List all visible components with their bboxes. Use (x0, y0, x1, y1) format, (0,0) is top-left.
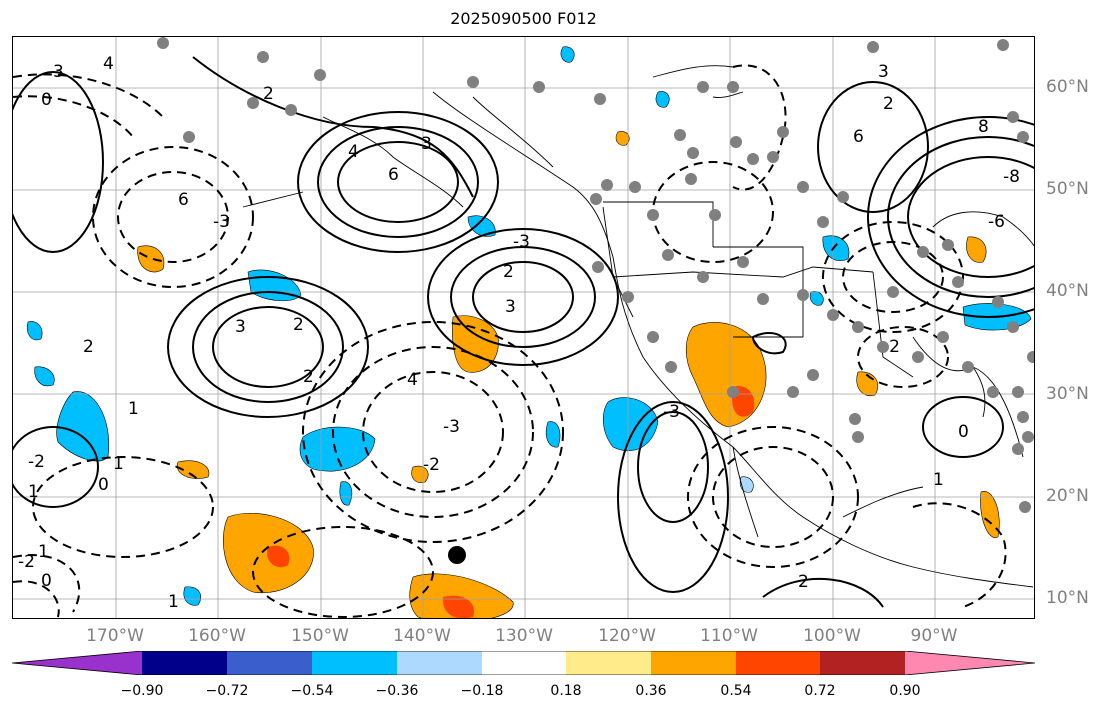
contour-label-group: 4 3 0 6 4 3 2 6 -3 3 2 2 1 2 1 0 -2 1 -3… (18, 54, 1020, 612)
contour-label: 3 (53, 62, 64, 82)
colorbar-segment (12, 651, 142, 675)
colorbar-segment (736, 651, 820, 675)
contour-label: 3 (235, 317, 246, 337)
map-canvas: 4 3 0 6 4 3 2 6 -3 3 2 2 1 2 1 0 -2 1 -3… (13, 37, 1034, 618)
contour-label: -3 (513, 232, 530, 252)
colorbar-segment (142, 651, 227, 675)
location-marker (448, 546, 466, 564)
lat-label: 30°N (1046, 384, 1089, 404)
lon-label: 110°W (700, 626, 758, 646)
colorbar-tick: 0.72 (804, 683, 836, 699)
lon-label: 130°W (495, 626, 553, 646)
lon-label: 90°W (910, 626, 958, 646)
positive-contours (13, 56, 1034, 608)
contour-label: 2 (798, 572, 809, 592)
colorbar-segment (566, 651, 651, 675)
contour-label: 0 (41, 90, 52, 110)
negative-contours (13, 64, 1007, 618)
contour-label: 1 (168, 592, 179, 612)
colorbar-tick: −0.36 (375, 683, 419, 699)
colorbar-segment (905, 651, 1035, 675)
lon-label: 160°W (188, 626, 246, 646)
contour-label: 1 (113, 454, 124, 474)
contour-label: -3 (213, 212, 230, 232)
colorbar-segment (820, 651, 905, 675)
contour-label: 3 (421, 134, 432, 154)
contour-label: -3 (663, 402, 680, 422)
contour-label: 1 (28, 482, 39, 502)
colorbar (12, 651, 1035, 675)
contour-label: -3 (443, 417, 460, 437)
colorbar-segment (312, 651, 397, 675)
colorbar-tick: −0.72 (205, 683, 249, 699)
contour-label: 3 (505, 297, 516, 317)
contour-label: -2 (28, 452, 45, 472)
colorbar-tick: −0.90 (120, 683, 164, 699)
contour-label: 2 (303, 367, 314, 387)
map-panel[interactable]: 4 3 0 6 4 3 2 6 -3 3 2 2 1 2 1 0 -2 1 -3… (12, 36, 1035, 619)
contour-label: 6 (853, 127, 864, 147)
lon-label: 100°W (803, 626, 861, 646)
lat-label: 20°N (1046, 486, 1089, 506)
contour-label: 6 (178, 190, 189, 210)
contour-label: 3 (878, 62, 889, 82)
lon-label: 170°W (86, 626, 144, 646)
positive-anomaly-shading (137, 131, 1000, 618)
contour-label: -2 (423, 455, 440, 475)
contour-label: 2 (503, 262, 514, 282)
contour-label: 2 (883, 94, 894, 114)
colorbar-tick: 0.90 (889, 683, 921, 699)
colorbar-segment (227, 651, 312, 675)
lat-label: 40°N (1046, 281, 1089, 301)
colorbar-tick: 0.54 (720, 683, 752, 699)
colorbar-tick: 0.18 (550, 683, 582, 699)
lon-label: 140°W (393, 626, 451, 646)
negative-anomaly-shading (26, 46, 1032, 606)
lat-label: 60°N (1046, 77, 1089, 97)
lon-label: 120°W (598, 626, 656, 646)
colorbar-tick: −0.54 (290, 683, 334, 699)
contour-label: -2 (18, 552, 35, 572)
lat-label: 50°N (1046, 179, 1089, 199)
lat-label: 10°N (1046, 588, 1089, 608)
contour-label: 1 (128, 399, 139, 419)
contour-label: 1 (38, 542, 49, 562)
colorbar-segment (397, 651, 482, 675)
colorbar-tick: −0.18 (460, 683, 504, 699)
contour-label: 6 (388, 165, 399, 185)
contour-label: 8 (978, 117, 989, 137)
contour-label: -2 (883, 337, 900, 357)
contour-label: 2 (83, 337, 94, 357)
contour-label: 2 (263, 84, 274, 104)
contour-label: 4 (348, 142, 359, 162)
contour-label: 4 (103, 54, 114, 74)
coastlines (242, 65, 1034, 588)
colorbar-tick: 0.36 (635, 683, 667, 699)
contour-label: 4 (407, 370, 418, 390)
map-title: 2025090500 F012 (450, 9, 597, 28)
colorbar-segment (651, 651, 736, 675)
contour-label: -6 (988, 212, 1005, 232)
lon-label: 150°W (291, 626, 349, 646)
contour-label: 2 (293, 315, 304, 335)
colorbar-segment (482, 651, 566, 675)
contour-label: 0 (98, 475, 109, 495)
station-dots (157, 37, 1034, 513)
contour-label: 1 (933, 470, 944, 490)
contour-label: 0 (958, 422, 969, 442)
lat-lon-grid (13, 37, 1034, 618)
contour-label: 0 (41, 571, 52, 591)
contour-label: -8 (1003, 167, 1020, 187)
